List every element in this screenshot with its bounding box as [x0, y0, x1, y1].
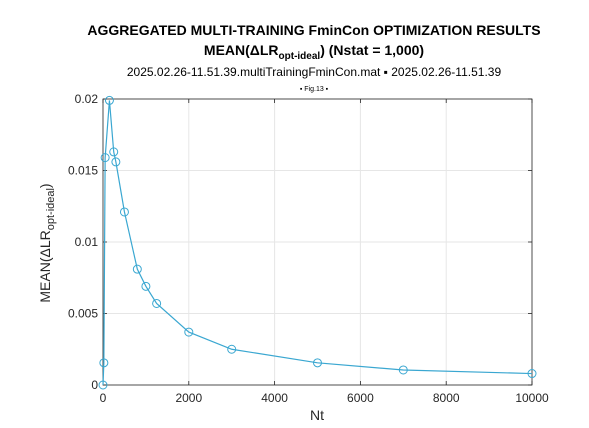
data-point — [527, 369, 537, 379]
data-point — [99, 358, 109, 368]
data-point — [184, 327, 194, 337]
x-tick-label: 4000 — [261, 391, 288, 405]
data-point — [227, 344, 237, 354]
x-tick-label: 2000 — [175, 391, 202, 405]
title-subscript: opt-ideal — [279, 51, 321, 62]
ylabel-subscript: opt-ideal — [45, 188, 57, 230]
axes — [102, 98, 533, 386]
y-tick-label: 0 — [91, 378, 98, 392]
data-point — [109, 147, 119, 157]
y-tick-label: 0.015 — [68, 164, 98, 178]
series-line — [102, 100, 533, 386]
figure-tag: ▪ Fig.13 ▪ — [300, 86, 329, 93]
chart-title: AGGREGATED MULTI-TRAINING FminCon OPTIMI… — [87, 22, 540, 38]
y-tick-label: 0.01 — [75, 235, 99, 249]
y-tick-label: 0.02 — [75, 92, 99, 106]
chart-title-line2: MEAN(ΔLRopt-ideal) (Nstat = 1,000) — [204, 42, 424, 62]
series-group — [98, 95, 537, 390]
data-point — [111, 157, 121, 167]
data-point — [98, 380, 108, 390]
data-point — [141, 281, 151, 291]
x-tick-label: 6000 — [347, 391, 374, 405]
x-tick-label: 8000 — [433, 391, 460, 405]
x-tick-label: 10000 — [515, 391, 549, 405]
x-tick-labels: 0 2000 4000 6000 8000 10000 — [100, 391, 549, 405]
data-point — [152, 298, 162, 308]
y-axis-label: MEAN(ΔLRopt-ideal) — [37, 183, 57, 302]
x-tick-label: 0 — [100, 391, 107, 405]
data-point — [104, 95, 114, 105]
y-tick-label: 0.005 — [68, 307, 98, 321]
chart-subtitle: 2025.02.26-11.51.39.multiTrainingFminCon… — [127, 65, 502, 79]
data-point — [119, 207, 129, 217]
data-point — [132, 264, 142, 274]
x-axis-label: Nt — [310, 407, 324, 423]
data-point — [313, 358, 322, 368]
data-point — [398, 365, 408, 375]
data-point — [100, 153, 110, 163]
y-tick-labels: 0 0.005 0.01 0.015 0.02 — [68, 92, 98, 392]
